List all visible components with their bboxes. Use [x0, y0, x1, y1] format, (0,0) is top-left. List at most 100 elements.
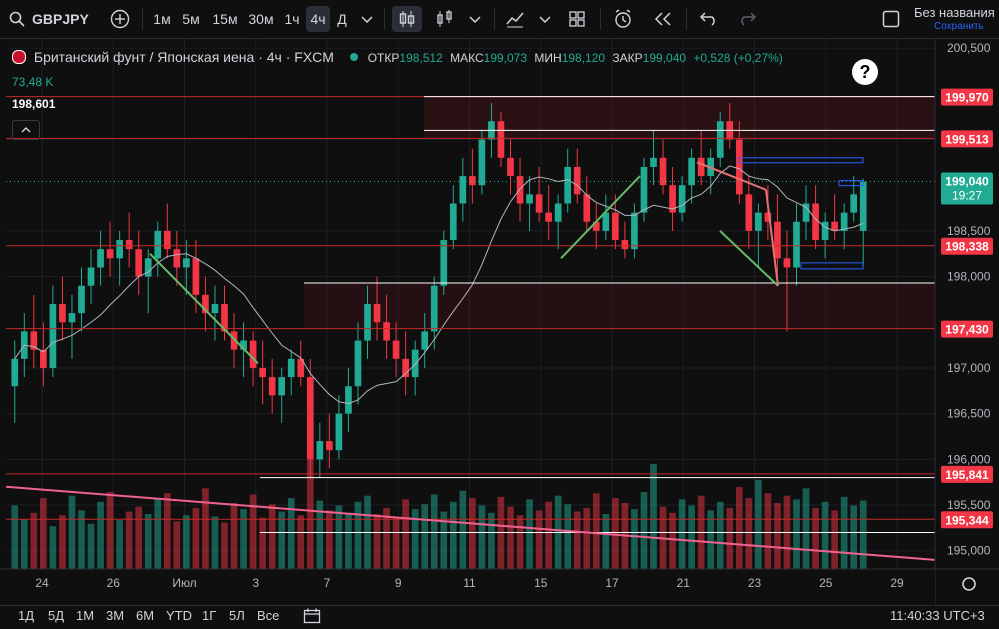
candle-body[interactable] [430, 285, 438, 332]
candle-body[interactable] [735, 139, 743, 195]
candle-body[interactable] [440, 240, 448, 286]
candle-body[interactable] [68, 313, 76, 323]
pattern-line[interactable] [765, 189, 779, 286]
candle-body[interactable] [144, 258, 152, 277]
candle-body[interactable] [154, 230, 162, 259]
candle-body[interactable] [354, 340, 362, 387]
candle-body[interactable] [78, 285, 85, 314]
compare-chart-icon[interactable] [502, 6, 528, 32]
candle-body[interactable] [640, 166, 648, 213]
add-symbol-icon[interactable] [108, 6, 132, 32]
pattern-line[interactable] [560, 175, 641, 260]
candle-body[interactable] [516, 176, 524, 204]
save-layout-checkbox-icon[interactable] [880, 6, 902, 32]
clock[interactable]: 11:40:33 UTC+3 [890, 608, 985, 623]
candle-body[interactable] [831, 221, 838, 231]
candle-body[interactable] [421, 331, 429, 350]
candle-body[interactable] [469, 176, 476, 186]
alert-clock-icon[interactable] [610, 6, 636, 32]
candle-body[interactable] [659, 157, 667, 186]
candle-body[interactable] [11, 358, 19, 387]
candle-body[interactable] [764, 212, 772, 222]
candle-body[interactable] [306, 377, 314, 460]
candle-body[interactable] [631, 212, 638, 250]
candle-body[interactable] [535, 194, 543, 213]
candle-body[interactable] [554, 203, 562, 222]
candle-body[interactable] [221, 304, 228, 332]
candle-body[interactable] [716, 121, 724, 158]
chart-area[interactable]: 200,500199,500198,500198,000197,000196,5… [0, 39, 999, 605]
candle-body[interactable] [192, 258, 200, 295]
candle-body[interactable] [97, 249, 104, 268]
redo-icon[interactable] [734, 6, 760, 32]
candle-body[interactable] [364, 304, 371, 341]
candle-body[interactable] [116, 240, 123, 259]
range-2[interactable]: 1М [76, 608, 95, 623]
price-level-tag[interactable] [941, 511, 993, 529]
save-link[interactable]: Сохранить [934, 21, 984, 32]
interval-4[interactable]: 1ч [284, 11, 300, 27]
candle-body[interactable] [211, 304, 219, 314]
candle-body[interactable] [745, 194, 753, 231]
collapse-legend-button[interactable] [12, 120, 40, 140]
settings-gear-icon[interactable] [962, 577, 976, 591]
candle-body[interactable] [230, 331, 238, 350]
range-8[interactable]: Все [257, 608, 280, 623]
help-icon[interactable]: ? [852, 59, 878, 85]
candle-body[interactable] [240, 340, 247, 350]
candle-body[interactable] [459, 176, 467, 204]
candle-body[interactable] [783, 258, 791, 268]
candle-body[interactable] [30, 331, 38, 350]
candle-body[interactable] [564, 166, 572, 204]
current-price-tag[interactable] [941, 172, 993, 205]
price-level-tag[interactable] [941, 237, 993, 255]
legend-title[interactable]: Британский фунт / Японская иена · 4ч · F… [33, 49, 334, 65]
candle-body[interactable] [106, 249, 114, 259]
trend-line[interactable] [5, 485, 936, 561]
interval-6[interactable]: Д [337, 11, 347, 27]
symbol-name[interactable]: GBPJPY [32, 11, 89, 27]
chevron-down-icon[interactable] [358, 6, 376, 32]
price-level-tag[interactable] [941, 88, 993, 106]
candle-body[interactable] [583, 194, 591, 222]
candle-body[interactable] [592, 221, 600, 231]
candle-body[interactable] [316, 441, 324, 460]
replay-rewind-icon[interactable] [650, 6, 676, 32]
candle-body[interactable] [163, 230, 171, 250]
candle-body[interactable] [697, 157, 705, 177]
candle-body[interactable] [326, 441, 333, 451]
candle-body[interactable] [612, 212, 619, 241]
range-7[interactable]: 5Л [229, 608, 245, 623]
pattern-line[interactable] [719, 230, 779, 287]
candle-body[interactable] [793, 221, 800, 268]
projection-box[interactable] [838, 180, 864, 187]
candle-body[interactable] [135, 249, 143, 277]
candle-body[interactable] [411, 349, 419, 378]
chevron-down-icon[interactable] [536, 6, 554, 32]
candle-body[interactable] [573, 166, 581, 195]
candle-body[interactable] [183, 258, 190, 268]
candle-body[interactable] [345, 386, 352, 414]
go-to-date-icon[interactable] [303, 608, 321, 629]
candle-body[interactable] [268, 377, 276, 396]
symbol-search-icon[interactable] [8, 6, 26, 32]
candle-body[interactable] [287, 358, 295, 378]
candles-chart-type-icon[interactable] [392, 6, 422, 32]
candle-body[interactable] [373, 304, 381, 323]
candle-body[interactable] [173, 249, 181, 268]
range-3[interactable]: 3М [106, 608, 125, 623]
candle-body[interactable] [497, 121, 505, 158]
range-6[interactable]: 1Г [202, 608, 217, 623]
indicators-icon[interactable] [432, 6, 458, 32]
price-level-tag[interactable] [941, 320, 993, 338]
candle-body[interactable] [526, 194, 533, 204]
candle-body[interactable] [259, 367, 266, 378]
layout-title[interactable]: Без названия [914, 5, 995, 20]
candle-body[interactable] [383, 322, 390, 341]
candle-body[interactable] [678, 185, 686, 213]
candle-body[interactable] [669, 185, 676, 213]
candle-body[interactable] [821, 221, 829, 241]
candle-body[interactable] [688, 157, 695, 186]
candle-body[interactable] [507, 157, 514, 177]
candle-body[interactable] [545, 212, 552, 222]
